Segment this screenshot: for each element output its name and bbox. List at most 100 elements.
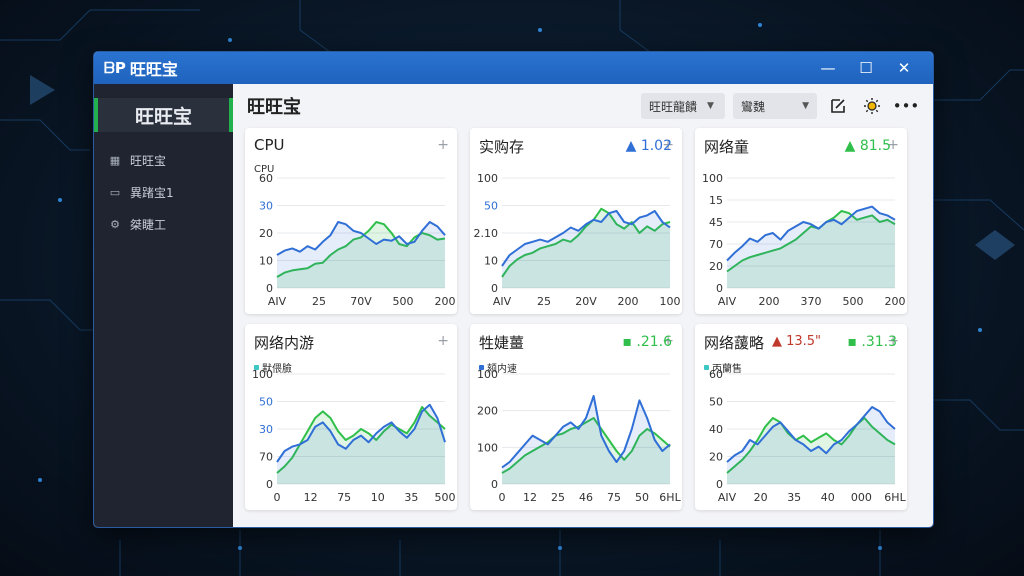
y-tick-label: 70	[709, 238, 723, 251]
page-title: 旺旺宝	[247, 97, 301, 118]
y-tick-label: 100	[477, 441, 498, 454]
gear-icon: ⚙	[110, 217, 120, 231]
y-tick-label: 30	[259, 423, 273, 436]
x-tick-label: 370	[801, 295, 822, 308]
filter-select-1[interactable]: 旺旺龍饋 ▼	[641, 93, 725, 119]
x-tick-label: 75	[337, 491, 351, 504]
sidebar-item-label: 桀睫工	[130, 217, 167, 232]
sidebar-item-settings[interactable]: ⚙ 桀睫工	[94, 208, 233, 240]
x-tick-label: 25	[551, 491, 565, 504]
metric-card[interactable]: 100 200 100 0 0 12 25 46 75 50 6HL 牲婕薑 + ▪ .21.6 颏内速	[470, 324, 682, 510]
add-icon[interactable]: +	[887, 137, 899, 153]
card-legend: 颏内速	[479, 360, 517, 375]
add-icon[interactable]: +	[887, 333, 899, 349]
y-tick-label: 100	[702, 172, 723, 185]
add-icon[interactable]: +	[437, 333, 449, 349]
metric-card[interactable]: 60 30 20 10 0 AIV 25 70V 500 200 CPU + CPU	[245, 128, 457, 314]
y-tick-label: 50	[484, 200, 498, 213]
y-tick-label: 0	[266, 282, 273, 295]
x-tick-label: 100	[660, 295, 681, 308]
y-tick-label: 0	[716, 282, 723, 295]
metric-card[interactable]: 100 50 30 70 0 0 12 75 10 35 500 网络内游 + 默偎臉	[245, 324, 457, 510]
legend-label: 默偎臉	[262, 364, 292, 375]
card-stat: ▲ 81.5	[844, 138, 891, 154]
sidebar-item-dashboard[interactable]: ▦ 旺旺宝	[94, 144, 233, 176]
x-tick-label: AIV	[268, 295, 287, 308]
x-tick-label: AIV	[493, 295, 512, 308]
card-stat: ▲ 1.02	[625, 138, 672, 154]
y-tick-label: 0	[491, 282, 498, 295]
x-tick-label: 25	[537, 295, 551, 308]
legend-swatch	[254, 365, 259, 370]
top-bar: 旺旺宝 旺旺龍饋 ▼ 鸞魏 ▼ •••	[233, 84, 933, 128]
y-tick-label: 100	[477, 368, 498, 381]
line-chart: 100 200 100 00 12 25 46 75 50 6HL	[477, 368, 682, 504]
y-tick-label: 50	[259, 396, 273, 409]
edit-icon[interactable]	[825, 93, 851, 119]
blue-series-line	[501, 395, 671, 469]
blue-series-area	[277, 222, 445, 288]
card-legend: 丙蘭售	[704, 360, 742, 375]
metric-card[interactable]: 100 50 2.10 10 0 AIV 25 20V 200 100 实购存 + ▲ 1.02	[470, 128, 682, 314]
sidebar-brand[interactable]: 旺旺宝	[94, 98, 233, 132]
chevron-down-icon: ▼	[707, 101, 714, 111]
y-tick-label: 30	[259, 200, 273, 213]
filter-select-2[interactable]: 鸞魏 ▼	[733, 93, 817, 119]
add-icon[interactable]: +	[662, 333, 674, 349]
green-series-area	[277, 407, 445, 484]
y-tick-label: 0	[716, 478, 723, 491]
x-tick-label: 50	[635, 491, 649, 504]
monitor-icon: ▭	[109, 185, 121, 199]
blue-series-area	[727, 206, 895, 288]
main-panel: 旺旺宝 旺旺龍饋 ▼ 鸞魏 ▼ ••• 60 30 20 10 0 AIV 25	[233, 84, 933, 527]
add-icon[interactable]: +	[662, 137, 674, 153]
blue-series-line	[276, 403, 446, 463]
green-series-line	[276, 221, 446, 278]
legend-label: 颏内速	[487, 364, 517, 375]
y-tick-label: 50	[709, 396, 723, 409]
blue-series-line	[276, 221, 446, 256]
y-tick-label: 20	[259, 227, 273, 240]
minimize-button[interactable]: —	[820, 59, 836, 77]
x-tick-label: 6HL	[659, 491, 681, 504]
x-tick-label: 46	[579, 491, 593, 504]
green-series-line	[501, 417, 671, 474]
card-title: 实购存	[479, 138, 525, 156]
close-button[interactable]: ✕	[897, 59, 911, 77]
more-icon[interactable]: •••	[892, 97, 920, 115]
add-icon[interactable]: +	[437, 137, 449, 153]
sun-icon[interactable]	[859, 93, 885, 119]
card-title: 牲婕薑	[479, 334, 525, 352]
chevron-down-icon: ▼	[802, 101, 809, 111]
sidebar-item-monitor[interactable]: ▭ 異踷宝1	[94, 176, 233, 208]
sidebar: 旺旺宝 ▦ 旺旺宝 ▭ 異踷宝1 ⚙ 桀睫工	[94, 84, 233, 527]
metric-card[interactable]: 60 50 40 20 0 AIV 20 35 40 000 6HL 网络蘐略 + ▲ 13.5" ▪ .3…	[695, 324, 907, 510]
grid-icon: ▦	[109, 153, 121, 167]
card-legend: 默偎臉	[254, 360, 292, 375]
window-title: 旺旺宝	[129, 60, 178, 79]
x-tick-label: 12	[523, 491, 537, 504]
legend-label: 丙蘭售	[712, 364, 742, 375]
x-tick-label: 35	[404, 491, 418, 504]
y-tick-label: 45	[709, 216, 723, 229]
x-tick-label: 25	[312, 295, 326, 308]
card-stat: ▲ 13.5"	[771, 334, 821, 349]
blue-series-area	[727, 407, 895, 484]
x-tick-label: 40	[821, 491, 835, 504]
y-tick-label: 2.10	[474, 227, 499, 240]
x-tick-label: 0	[274, 491, 281, 504]
x-tick-label: 200	[618, 295, 639, 308]
y-tick-label: 20	[709, 451, 723, 464]
blue-series-area	[277, 404, 445, 484]
blue-series-line	[726, 205, 896, 262]
x-tick-label: 20	[754, 491, 768, 504]
green-series-area	[502, 208, 670, 288]
x-tick-label: 6HL	[884, 491, 906, 504]
green-series-area	[727, 211, 895, 288]
maximize-button[interactable]: ☐	[859, 59, 873, 77]
metric-card[interactable]: 100 15 45 70 20 0 AIV 200 370 500 200 网络童 + ▲ 81.5	[695, 128, 907, 314]
blue-series-area	[502, 396, 670, 484]
